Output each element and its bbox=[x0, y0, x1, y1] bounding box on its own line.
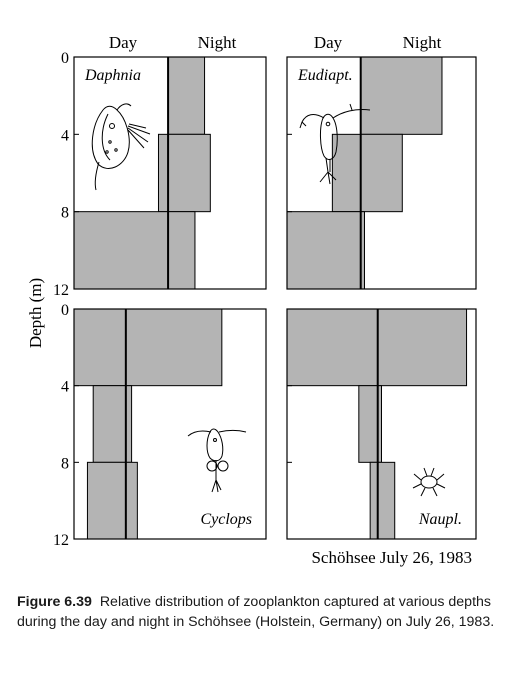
species-label: Daphnia bbox=[84, 67, 141, 84]
column-header-night-right: Night bbox=[403, 33, 442, 52]
source-label: Schöhsee July 26, 1983 bbox=[311, 548, 472, 567]
cyclops-illustration-icon bbox=[187, 428, 247, 493]
day-bar-4-8 bbox=[157, 133, 169, 213]
night-bar-4-8 bbox=[360, 133, 403, 213]
species-label: Naupl. bbox=[418, 511, 462, 528]
panel-cyclops: 0 4 8 12 Cyclops bbox=[53, 302, 267, 549]
daphnia-illustration-icon bbox=[91, 103, 151, 191]
y-tick-label: 0 bbox=[61, 50, 69, 67]
y-tick-label: 12 bbox=[53, 532, 69, 549]
night-bar-8-12 bbox=[125, 461, 138, 540]
zooplankton-figure: 0 4 8 12 Daphnia Eudiapt. 0 4 8 12 Cyclops Naupl. D… bbox=[26, 33, 477, 567]
day-bar-4-8 bbox=[92, 385, 127, 463]
panel-daphnia: 0 4 8 12 Daphnia bbox=[53, 50, 267, 299]
y-axis-title: Depth (m) bbox=[26, 278, 45, 348]
y-tick-label: 4 bbox=[61, 379, 69, 396]
nauplius-illustration-icon bbox=[412, 467, 446, 497]
night-bar-0-4 bbox=[377, 308, 468, 387]
day-bar-0-4 bbox=[73, 308, 127, 387]
day-bar-8-12 bbox=[73, 211, 169, 290]
species-label: Cyclops bbox=[200, 511, 252, 528]
y-tick-label: 12 bbox=[53, 282, 69, 299]
column-header-day-left: Day bbox=[109, 33, 138, 52]
day-bar-8-12 bbox=[86, 461, 127, 540]
day-bar-8-12 bbox=[369, 461, 379, 540]
panel-eudiapt: Eudiapt. bbox=[286, 56, 477, 290]
panel-frame bbox=[73, 56, 267, 290]
day-bar-4-8 bbox=[358, 385, 379, 463]
column-header-day-right: Day bbox=[314, 33, 343, 52]
panel-frame bbox=[286, 56, 477, 290]
figure-caption: Figure 6.39 Relative distribution of zoo… bbox=[17, 592, 507, 632]
night-bar-0-4 bbox=[125, 308, 223, 387]
night-bar-8-12 bbox=[167, 211, 196, 290]
eudiaptomus-illustration-icon bbox=[299, 103, 371, 185]
species-label: Eudiapt. bbox=[297, 67, 353, 84]
panel-naupl: Naupl. bbox=[286, 308, 477, 540]
caption-figure-number: Figure 6.39 bbox=[17, 594, 92, 610]
panel-frame bbox=[73, 308, 267, 540]
night-bar-0-4 bbox=[360, 56, 443, 135]
night-bar-4-8 bbox=[167, 133, 211, 213]
caption-text: Relative distribution of zooplankton cap… bbox=[17, 594, 495, 630]
night-bar-8-12 bbox=[377, 461, 396, 540]
panel-frame bbox=[286, 308, 477, 540]
y-tick-label: 0 bbox=[61, 302, 69, 319]
column-header-night-left: Night bbox=[198, 33, 237, 52]
y-tick-label: 8 bbox=[61, 205, 69, 222]
day-bar-8-12 bbox=[286, 211, 362, 290]
y-tick-label: 8 bbox=[61, 455, 69, 472]
night-bar-0-4 bbox=[167, 56, 206, 135]
day-bar-0-4 bbox=[286, 308, 379, 387]
y-tick-label: 4 bbox=[61, 127, 69, 144]
